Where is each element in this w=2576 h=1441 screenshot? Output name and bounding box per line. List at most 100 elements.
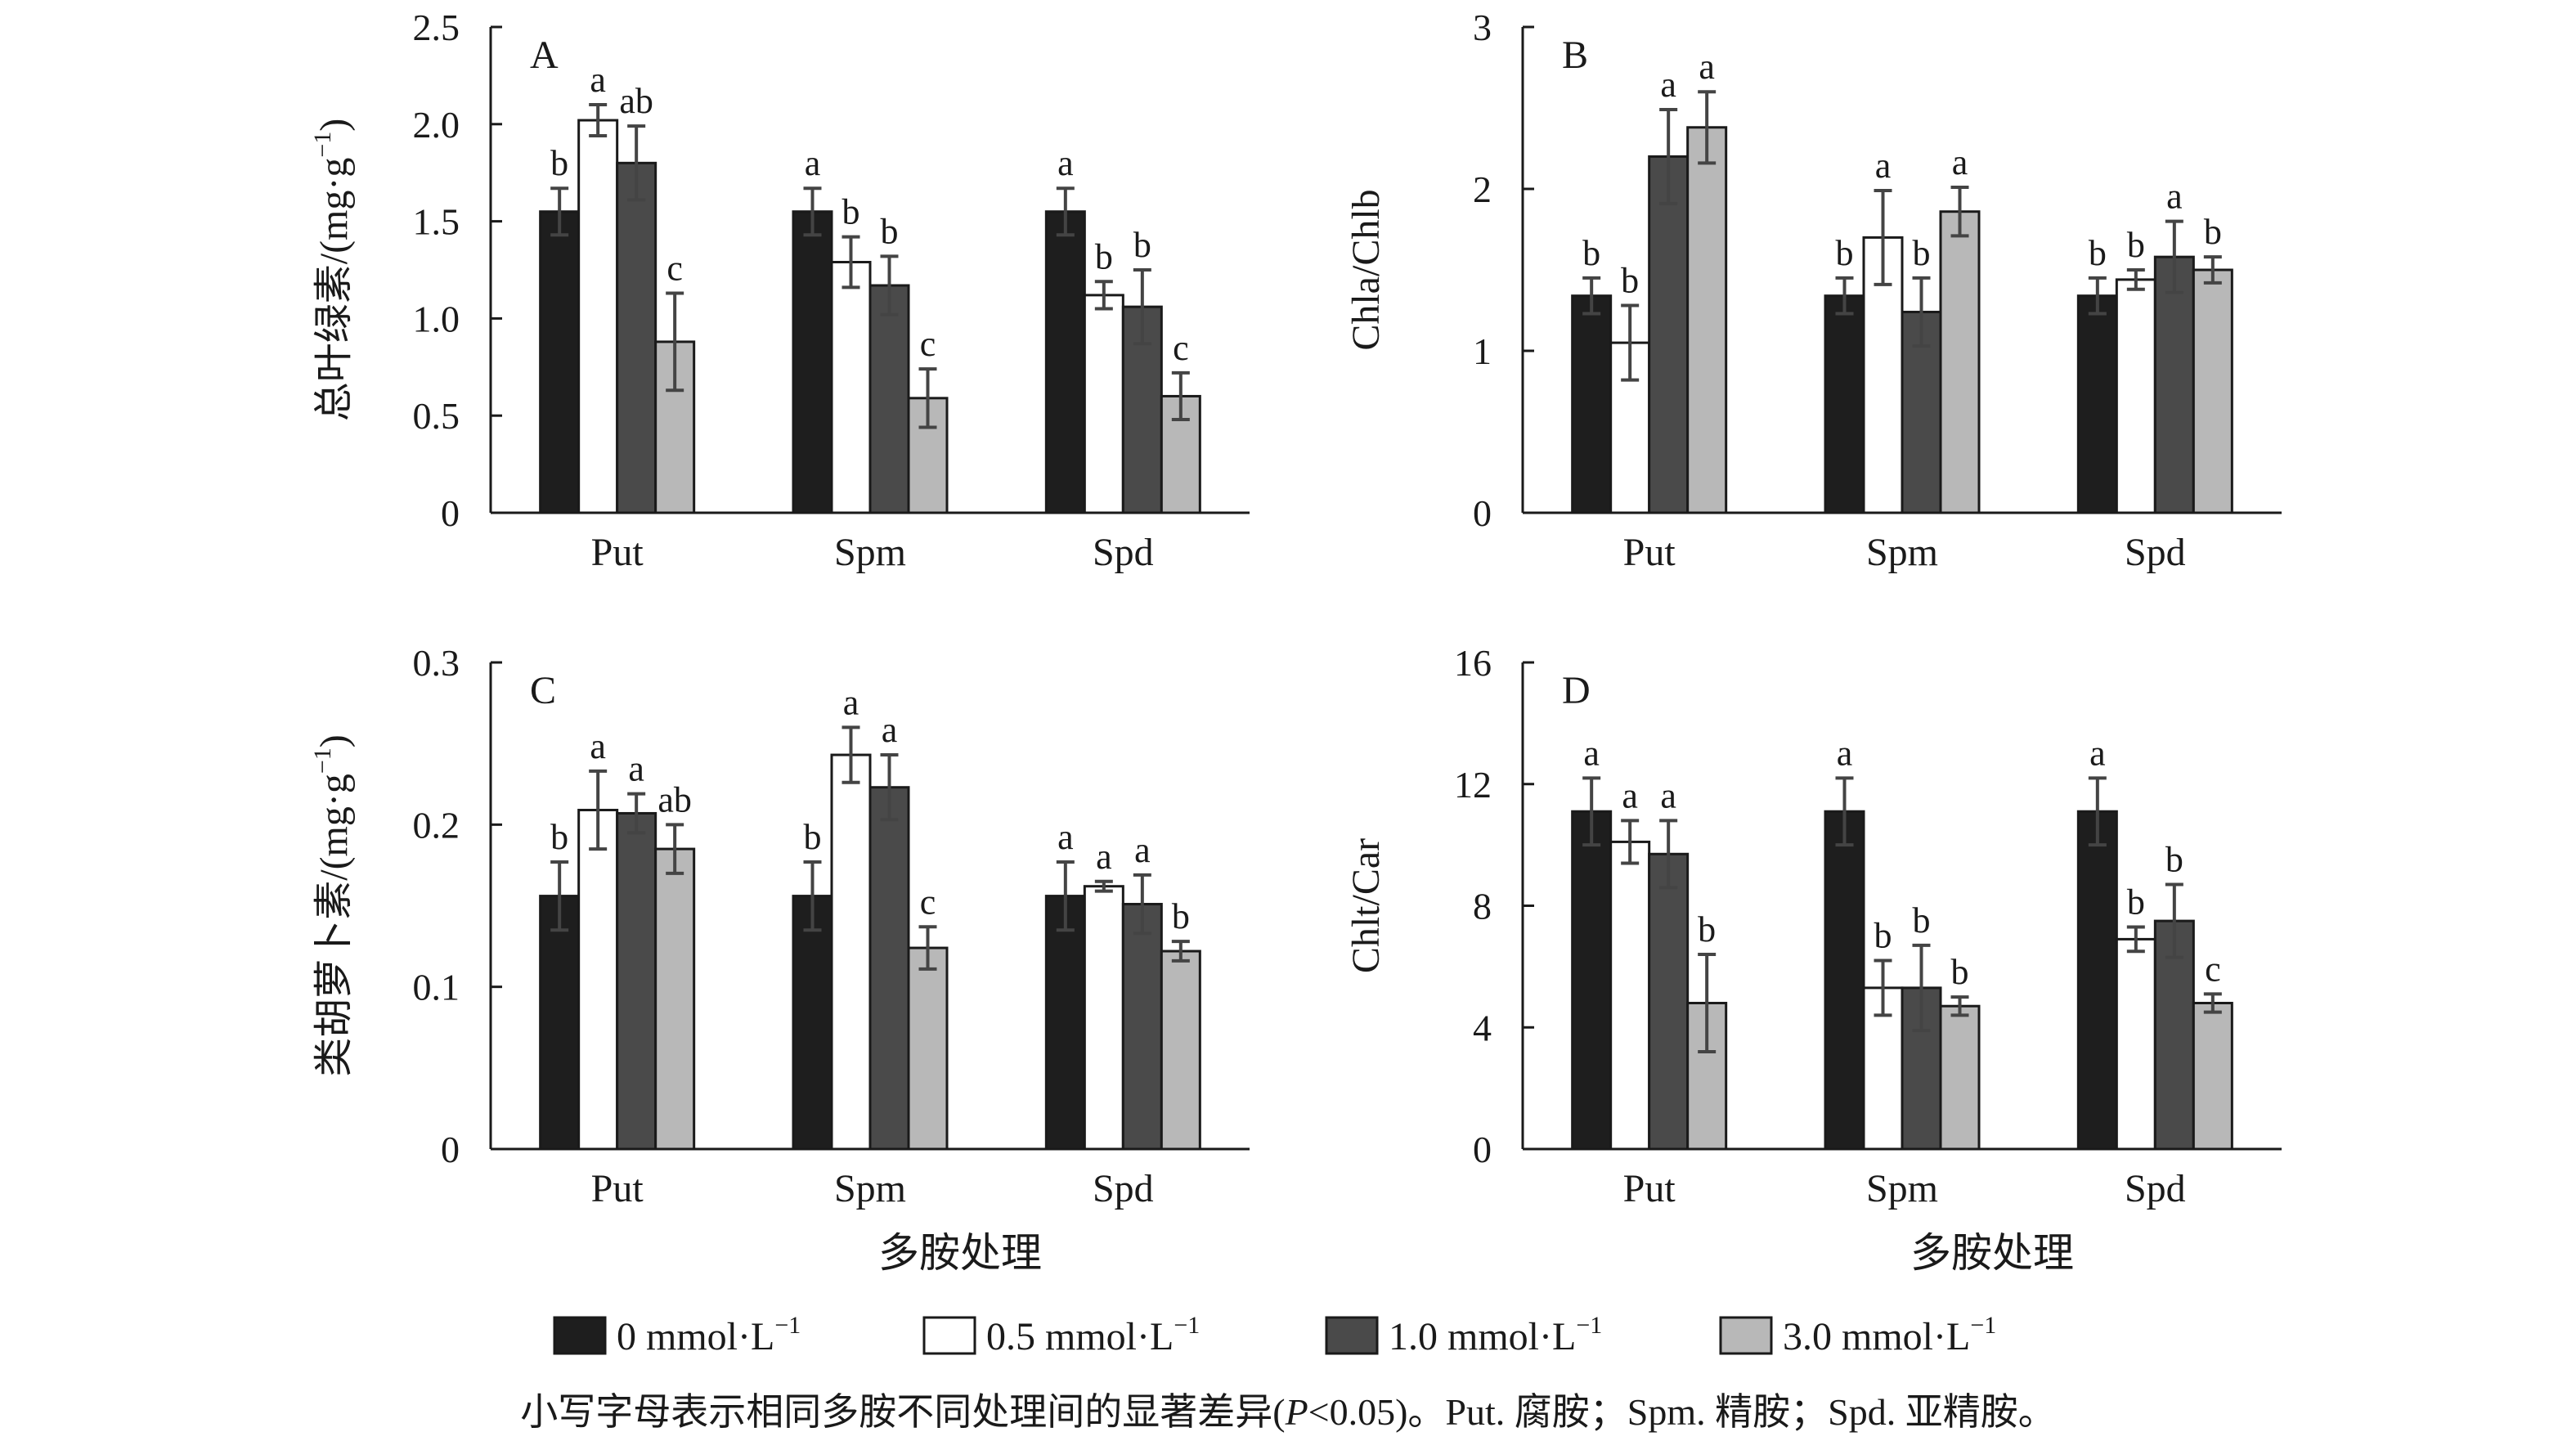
- significance-letter: b: [2127, 882, 2145, 923]
- bar-c-spd-2: [1121, 903, 1163, 1151]
- significance-letter: b: [550, 817, 568, 857]
- bar-b-spd-3: [2192, 268, 2233, 514]
- bar-d-spd-0: [2076, 810, 2118, 1151]
- panel-label: D: [1562, 669, 1591, 712]
- bar-c-spm-1: [830, 753, 872, 1151]
- y-tick-label: 0.5: [413, 395, 460, 437]
- x-tick-label-spd: Spd: [1093, 1167, 1154, 1210]
- significance-letter: b: [2089, 233, 2107, 273]
- error-bar-c-spd-0: [1056, 860, 1075, 932]
- bar-a-put-2: [616, 161, 657, 514]
- error-bar-b-spm-3: [1950, 186, 1969, 238]
- significance-letter: a: [1660, 65, 1676, 105]
- x-tick-label-spd: Spd: [1093, 531, 1154, 574]
- x-axis-title: 多胺处理: [1910, 1230, 2074, 1276]
- y-axis-title: 总叶绿素/(mg·g−1): [309, 119, 356, 422]
- significance-letter: c: [920, 324, 936, 364]
- significance-letter: b: [1913, 233, 1931, 273]
- bar-a-spm-1: [830, 260, 872, 514]
- legend-swatch-1: [922, 1316, 976, 1355]
- error-bar-a-put-2: [627, 124, 646, 202]
- significance-letter: c: [920, 882, 936, 922]
- error-bar-a-spd-2: [1133, 268, 1151, 346]
- error-bar-b-spm-1: [1874, 188, 1892, 286]
- error-bar-d-put-2: [1659, 819, 1678, 890]
- significance-letter: a: [843, 682, 859, 722]
- error-bar-c-put-0: [550, 860, 569, 932]
- significance-letter: c: [2205, 949, 2221, 989]
- y-axis-title: 类胡萝卜素/(mg·g−1): [309, 734, 356, 1077]
- y-tick-label: 2: [1473, 168, 1492, 210]
- bar-b-put-0: [1571, 294, 1613, 514]
- bar-b-put-3: [1686, 126, 1728, 514]
- bar-c-put-1: [577, 808, 619, 1151]
- legend-swatch-2: [1325, 1316, 1379, 1355]
- legend-label-0: 0 mmol·L−1: [617, 1312, 801, 1358]
- error-bar-b-spd-2: [2165, 219, 2183, 294]
- panel-label: B: [1562, 34, 1588, 77]
- x-tick-label-put: Put: [1623, 1167, 1676, 1210]
- legend-label-3: 3.0 mmol·L−1: [1783, 1312, 1996, 1358]
- significance-letter: a: [2089, 733, 2106, 773]
- y-tick-label: 16: [1454, 642, 1492, 684]
- error-bar-d-spm-0: [1835, 776, 1854, 847]
- error-bar-d-put-0: [1582, 776, 1601, 847]
- error-bar-a-put-0: [550, 186, 569, 237]
- bar-c-put-2: [616, 811, 657, 1151]
- significance-letter: c: [666, 249, 683, 289]
- x-tick-label-spm: Spm: [834, 1167, 906, 1210]
- bar-d-put-1: [1609, 840, 1651, 1151]
- caption-after: <0.05)。Put. 腐胺；Spm. 精胺；Spd. 亚精胺。: [1308, 1391, 2056, 1433]
- significance-letter: b: [1133, 225, 1151, 265]
- significance-letter: b: [1172, 896, 1190, 936]
- caption-before: 小写字母表示相同多胺不同处理间的显著差异(: [520, 1391, 1286, 1433]
- significance-letter: a: [1660, 775, 1676, 815]
- error-bar-a-spd-0: [1056, 186, 1075, 237]
- y-tick-label: 0.3: [413, 642, 460, 684]
- bar-a-spd-1: [1083, 294, 1124, 514]
- bar-a-spm-0: [792, 210, 833, 514]
- significance-letter: a: [1134, 830, 1151, 870]
- significance-letter: a: [590, 726, 606, 766]
- bar-b-put-2: [1648, 155, 1690, 514]
- bar-a-spm-2: [868, 284, 910, 514]
- panel-label: A: [530, 34, 559, 77]
- significance-letter: a: [628, 749, 644, 789]
- bar-c-spm-0: [792, 895, 833, 1151]
- error-bar-a-spd-3: [1171, 370, 1190, 421]
- error-bar-c-spm-1: [841, 725, 860, 784]
- significance-letter: a: [1583, 733, 1600, 773]
- error-bar-a-spm-0: [803, 186, 822, 237]
- panel-label: C: [530, 669, 556, 712]
- bar-b-spd-2: [2153, 255, 2195, 514]
- x-tick-label-spm: Spm: [1866, 531, 1938, 574]
- y-tick-label: 1: [1473, 330, 1492, 372]
- error-bar-c-spm-3: [918, 925, 937, 971]
- bar-d-spm-3: [1939, 1004, 1981, 1151]
- legend-swatch-0: [553, 1316, 607, 1355]
- y-tick-label: 1.5: [413, 201, 460, 243]
- bar-d-spm-0: [1824, 810, 1865, 1151]
- error-bar-c-spm-0: [803, 860, 822, 932]
- y-axis-title: Chlt/Car: [1344, 838, 1388, 973]
- significance-letter: b: [842, 192, 860, 232]
- error-bar-b-spm-0: [1835, 276, 1854, 316]
- error-bar-d-spm-1: [1874, 958, 1892, 1017]
- significance-letter: b: [2127, 225, 2145, 265]
- bar-c-spd-3: [1160, 949, 1201, 1151]
- y-tick-label: 0: [441, 492, 460, 534]
- legend-label-1: 0.5 mmol·L−1: [986, 1312, 1200, 1358]
- significance-letter: a: [1622, 775, 1638, 815]
- error-bar-b-spd-0: [2088, 276, 2107, 316]
- x-tick-label-spm: Spm: [834, 531, 906, 574]
- caption-italic: P: [1285, 1391, 1308, 1433]
- y-tick-label: 2.0: [413, 104, 460, 146]
- error-bar-d-spd-0: [2088, 776, 2107, 847]
- error-bar-b-put-0: [1582, 276, 1601, 316]
- error-bar-c-spd-3: [1171, 940, 1190, 963]
- significance-letter: a: [1837, 733, 1853, 773]
- significance-letter: a: [1699, 47, 1715, 87]
- y-tick-label: 1.0: [413, 298, 460, 339]
- bar-a-put-1: [577, 119, 619, 514]
